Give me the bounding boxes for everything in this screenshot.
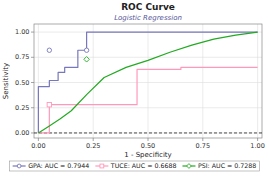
tick-mark [202, 138, 203, 141]
point-marker [84, 57, 90, 63]
subtitle: Logistic Regression [114, 14, 182, 22]
tick-mark [148, 138, 149, 141]
legend-frame [10, 161, 260, 171]
grid-line [202, 24, 203, 138]
series-line [38, 32, 257, 133]
grid-line [257, 24, 258, 138]
legend-marker [100, 164, 104, 168]
series-line [38, 67, 257, 133]
legend-label: TUCE: AUC = 0.6688 [110, 162, 177, 169]
point-marker [47, 103, 51, 107]
x-axis-label: 1 - Specificity [124, 151, 172, 159]
tick-label: 0.25 [86, 142, 100, 150]
tick-label: 0.50 [15, 79, 29, 87]
tick-mark [38, 138, 39, 141]
series-line [38, 32, 257, 133]
legend-label: PSI: AUC = 0.7288 [198, 162, 256, 169]
tick-label: 0.00 [31, 142, 45, 150]
tick-mark [31, 32, 34, 33]
grid-line [148, 24, 149, 138]
legend-item: TUCE: AUC = 0.6688 [95, 162, 176, 169]
grid-line [34, 107, 262, 108]
point-marker [84, 48, 88, 52]
y-axis-label: Sensitivity [2, 63, 10, 99]
tick-label: 0.50 [141, 142, 155, 150]
plot-area [34, 32, 262, 133]
legend-item: PSI: AUC = 0.7288 [182, 162, 256, 169]
tick-mark [257, 138, 258, 141]
tick-mark [31, 57, 34, 58]
tick-mark [93, 138, 94, 141]
title: ROC Curve [121, 2, 175, 12]
tick-label: 0.00 [15, 129, 29, 137]
grid-line [34, 57, 262, 58]
grid-line [93, 24, 94, 138]
legend: GPA: AUC = 0.7944 TUCE: AUC = 0.6688 PSI: … [10, 161, 260, 171]
legend-marker [187, 164, 192, 169]
legend-item: GPA: AUC = 0.7944 [13, 162, 90, 169]
plot-frame [34, 24, 262, 138]
legend-marker [17, 164, 21, 168]
tick-label: 0.75 [196, 142, 210, 150]
tick-mark [31, 107, 34, 108]
grid-line [34, 82, 262, 83]
tick-mark [31, 82, 34, 83]
tick-mark [31, 132, 34, 133]
chart: ROC Curve Logistic Regression 0.00 0.25 0.50… [0, 0, 269, 176]
point-marker [47, 48, 51, 52]
grid [34, 24, 262, 138]
tick-label: 0.75 [15, 53, 29, 61]
tick-label: 1.00 [15, 28, 29, 36]
tick-label: 0.25 [15, 104, 29, 112]
grid-line [34, 132, 262, 133]
reference-line [34, 132, 262, 133]
ticks: 0.00 0.25 0.50 0.75 1.00 0.00 0.25 0.50 0.75 1.00 [15, 28, 265, 150]
legend-label: GPA: AUC = 0.7944 [28, 162, 89, 169]
tick-label: 1.00 [250, 142, 264, 150]
